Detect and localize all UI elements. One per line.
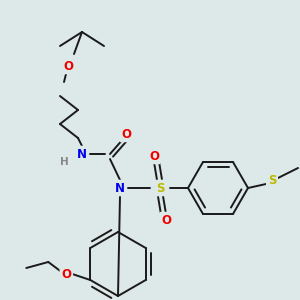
Text: O: O — [161, 214, 171, 226]
Text: O: O — [61, 268, 71, 281]
Text: H: H — [60, 157, 68, 167]
Text: O: O — [149, 149, 159, 163]
Text: N: N — [77, 148, 87, 160]
Text: N: N — [115, 182, 125, 194]
Text: S: S — [156, 182, 164, 194]
Text: O: O — [121, 128, 131, 140]
Text: O: O — [63, 59, 73, 73]
Text: S: S — [268, 173, 276, 187]
